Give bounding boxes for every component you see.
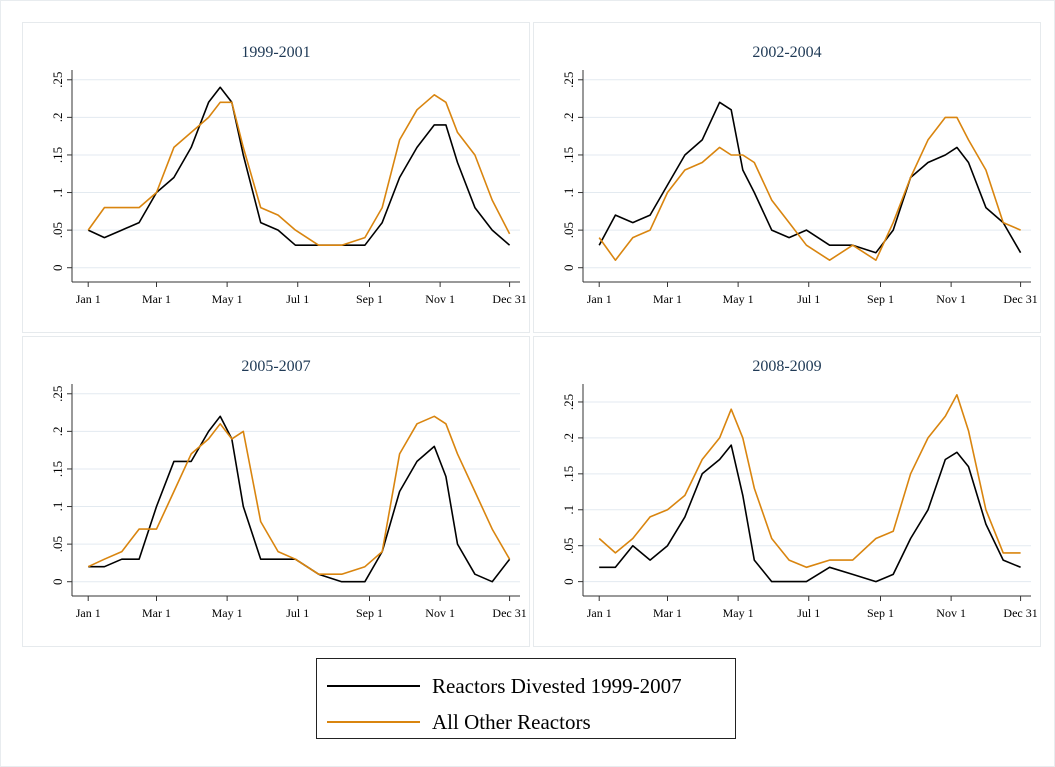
x-tick-label: Mar 1 bbox=[653, 292, 682, 306]
x-tick-label: Sep 1 bbox=[356, 606, 383, 620]
series-line bbox=[87, 94, 511, 246]
y-tick-label: .25 bbox=[50, 386, 65, 402]
y-tick-label: .15 bbox=[561, 466, 576, 482]
x-tick-label: Mar 1 bbox=[653, 606, 682, 620]
x-tick-label: Sep 1 bbox=[867, 292, 894, 306]
series-line bbox=[87, 415, 511, 575]
y-tick-label: .1 bbox=[561, 505, 576, 515]
y-tick-label: .1 bbox=[561, 188, 576, 198]
y-tick-label: .05 bbox=[561, 538, 576, 554]
y-tick-label: 0 bbox=[561, 578, 576, 585]
series-line bbox=[87, 86, 511, 246]
panel-title: 1999-2001 bbox=[241, 44, 310, 61]
series-line bbox=[598, 394, 1021, 569]
x-tick-label: Dec 31 bbox=[492, 606, 526, 620]
y-tick-label: .15 bbox=[50, 147, 65, 163]
x-tick-label: May 1 bbox=[212, 292, 243, 306]
y-tick-label: .15 bbox=[561, 147, 576, 163]
panel-frame bbox=[22, 22, 530, 333]
y-tick-label: .05 bbox=[561, 222, 576, 238]
x-tick-label: Dec 31 bbox=[492, 292, 526, 306]
y-tick-label: 0 bbox=[561, 264, 576, 271]
y-tick-label: .1 bbox=[50, 188, 65, 198]
legend-label: All Other Reactors bbox=[432, 710, 591, 734]
panel: 1999-2001 0 .05 .1 .15 .2 .25 Jan 1 Mar 1 May 1 Ju… bbox=[22, 22, 530, 333]
panel-frame bbox=[533, 22, 1041, 333]
x-tick-label: Jan 1 bbox=[76, 606, 101, 620]
x-tick-label: Nov 1 bbox=[936, 292, 966, 306]
panel-title: 2008-2009 bbox=[752, 358, 821, 375]
x-tick-label: Nov 1 bbox=[936, 606, 966, 620]
y-tick-label: .2 bbox=[50, 112, 65, 122]
y-tick-label: .1 bbox=[50, 502, 65, 512]
legend-box bbox=[316, 658, 736, 739]
panel-frame bbox=[22, 336, 530, 647]
x-tick-label: Sep 1 bbox=[356, 292, 383, 306]
y-tick-label: .25 bbox=[561, 72, 576, 88]
y-tick-label: .2 bbox=[50, 426, 65, 436]
x-tick-label: May 1 bbox=[723, 292, 754, 306]
series-line bbox=[88, 415, 511, 583]
x-tick-label: Jan 1 bbox=[587, 606, 612, 620]
x-tick-label: Jul 1 bbox=[797, 606, 820, 620]
x-tick-label: Sep 1 bbox=[867, 606, 894, 620]
x-tick-label: Jul 1 bbox=[286, 292, 309, 306]
y-tick-label: .05 bbox=[50, 536, 65, 552]
series-line bbox=[598, 116, 1021, 261]
panel-frame bbox=[533, 336, 1041, 647]
x-tick-label: Jan 1 bbox=[76, 292, 101, 306]
panel-title: 2005-2007 bbox=[241, 358, 310, 375]
y-tick-label: .05 bbox=[50, 222, 65, 238]
x-tick-label: Jul 1 bbox=[797, 292, 820, 306]
panel: 2008-2009 0 .05 .1 .15 .2 .25 Jan 1 Mar 1 May 1 Ju… bbox=[533, 336, 1041, 647]
series-line bbox=[599, 444, 1021, 583]
x-tick-label: Nov 1 bbox=[425, 606, 455, 620]
legend: Reactors Divested 1999-2007 All Other Rea… bbox=[316, 658, 736, 739]
x-tick-label: May 1 bbox=[212, 606, 243, 620]
legend-label: Reactors Divested 1999-2007 bbox=[432, 674, 682, 698]
y-tick-label: .2 bbox=[561, 112, 576, 122]
panel: 2005-2007 0 .05 .1 .15 .2 .25 Jan 1 Mar 1 May 1 Ju… bbox=[22, 336, 530, 647]
x-tick-label: Dec 31 bbox=[1003, 292, 1037, 306]
x-tick-label: Jan 1 bbox=[587, 292, 612, 306]
y-tick-label: 0 bbox=[50, 264, 65, 271]
y-tick-label: .25 bbox=[561, 394, 576, 410]
x-tick-label: May 1 bbox=[723, 606, 754, 620]
y-tick-label: .15 bbox=[50, 461, 65, 477]
x-tick-label: Jul 1 bbox=[286, 606, 309, 620]
y-tick-label: .25 bbox=[50, 72, 65, 88]
x-tick-label: Dec 31 bbox=[1003, 606, 1037, 620]
y-tick-label: .2 bbox=[561, 433, 576, 443]
panel-title: 2002-2004 bbox=[752, 44, 821, 61]
panel: 2002-2004 0 .05 .1 .15 .2 .25 Jan 1 Mar 1 May 1 Ju… bbox=[533, 22, 1041, 333]
x-tick-label: Mar 1 bbox=[142, 606, 171, 620]
y-tick-label: 0 bbox=[50, 578, 65, 585]
x-tick-label: Mar 1 bbox=[142, 292, 171, 306]
x-tick-label: Nov 1 bbox=[425, 292, 455, 306]
